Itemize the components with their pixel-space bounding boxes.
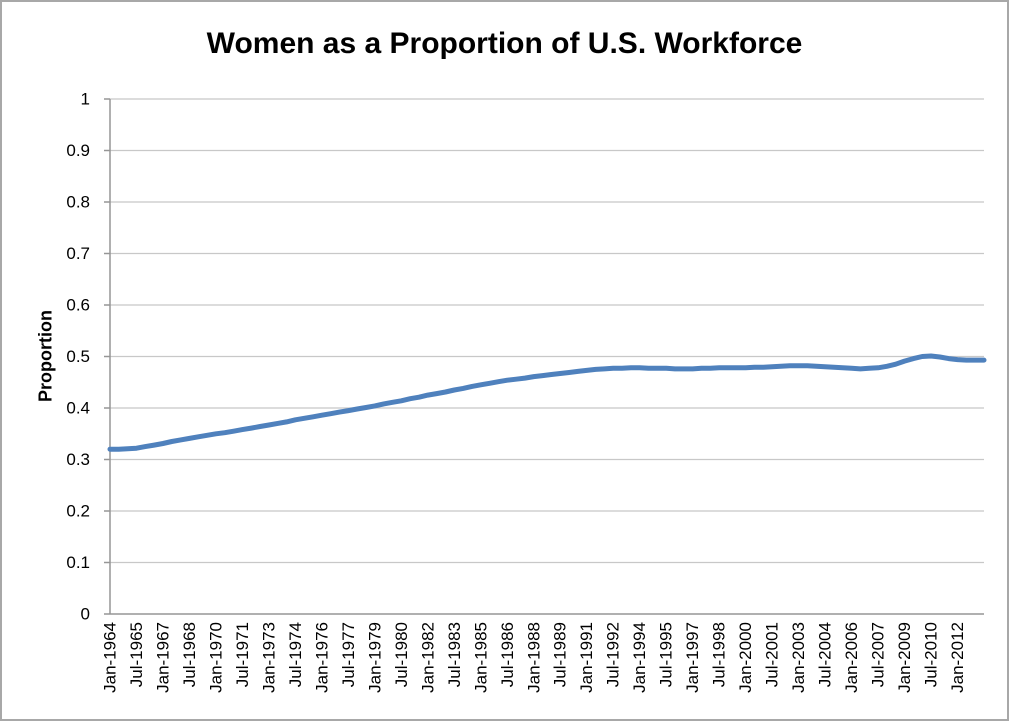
y-axis-tick-label: 0.9 <box>66 141 90 160</box>
x-axis-tick-label-group: Jul-1998 <box>710 622 729 687</box>
x-axis-tick-label: Jul-1995 <box>657 622 676 687</box>
x-axis-tick-label-group: Jan-1979 <box>365 622 384 693</box>
x-axis-tick-label: Jul-1971 <box>233 622 252 687</box>
y-axis-tick-label: 0.2 <box>66 502 90 521</box>
x-axis-tick-label: Jan-1994 <box>630 622 649 693</box>
x-axis-tick-label-group: Jan-2012 <box>948 622 967 693</box>
x-axis-tick-label-group: Jan-2000 <box>736 622 755 693</box>
x-axis-tick-label: Jan-2003 <box>789 622 808 693</box>
x-axis-tick-label-group: Jan-1973 <box>259 622 278 693</box>
chart-title: Women as a Proportion of U.S. Workforce <box>206 27 803 60</box>
x-axis-tick-label-group: Jan-1997 <box>683 622 702 693</box>
x-axis-tick-label-group: Jan-2003 <box>789 622 808 693</box>
series-line <box>107 353 987 452</box>
x-axis-tick-label-group: Jul-1971 <box>233 622 252 687</box>
x-axis-tick-label-group: Jul-2004 <box>816 622 835 687</box>
x-axis-tick-label: Jul-2004 <box>816 622 835 687</box>
x-axis-tick-label: Jan-2012 <box>948 622 967 693</box>
x-axis-tick-label-group: Jul-2007 <box>869 622 888 687</box>
x-axis-tick-label: Jul-1983 <box>445 622 464 687</box>
x-axis-tick-label-group: Jul-1968 <box>180 622 199 687</box>
x-axis-tick-label: Jul-1980 <box>392 622 411 687</box>
x-axis-tick-label: Jan-2009 <box>895 622 914 693</box>
x-axis-tick-label-group: Jul-2001 <box>763 622 782 687</box>
x-axis-tick-label: Jan-1970 <box>206 622 225 693</box>
x-axis-tick-label: Jan-1976 <box>312 622 331 693</box>
x-axis-tick-label: Jul-1998 <box>710 622 729 687</box>
x-axis-tick-label: Jul-1974 <box>286 622 305 687</box>
x-axis-tick-label-group: Jul-2010 <box>922 622 941 687</box>
x-axis-tick-label-group: Jan-1982 <box>418 622 437 693</box>
x-axis-tick-label: Jan-1973 <box>259 622 278 693</box>
x-axis-tick-label: Jan-2006 <box>842 622 861 693</box>
x-axis-tick-label-group: Jul-1965 <box>127 622 146 687</box>
x-axis-tick-label-group: Jul-1974 <box>286 622 305 687</box>
y-axis-tick-label: 0.4 <box>66 399 90 418</box>
x-axis-tick-label: Jul-1992 <box>604 622 623 687</box>
x-axis-tick-label-group: Jan-2009 <box>895 622 914 693</box>
x-axis-tick-label-group: Jul-1983 <box>445 622 464 687</box>
x-axis-tick-label-group: Jan-1967 <box>153 622 172 693</box>
y-axis-tick-label: 0.1 <box>66 553 90 572</box>
x-axis-tick-label-group: Jul-1989 <box>551 622 570 687</box>
x-axis-tick-label: Jan-2000 <box>736 622 755 693</box>
x-axis-tick-label: Jan-1985 <box>471 622 490 693</box>
x-axis-tick-label-group: Jan-1994 <box>630 622 649 693</box>
y-axis-tick-label: 1 <box>81 90 90 109</box>
x-axis-tick-label-group: Jul-1980 <box>392 622 411 687</box>
x-axis-tick-label: Jan-1991 <box>577 622 596 693</box>
x-axis-tick-label-group: Jan-1970 <box>206 622 225 693</box>
x-axis-tick-label-group: Jul-1995 <box>657 622 676 687</box>
x-axis-tick-label-group: Jan-1964 <box>101 622 120 693</box>
x-axis-tick-label: Jan-1988 <box>524 622 543 693</box>
x-axis-tick-label-group: Jul-1977 <box>339 622 358 687</box>
y-axis-tick-label: 0.8 <box>66 193 90 212</box>
y-axis-tick-label: 0.7 <box>66 244 90 263</box>
x-axis-tick-label: Jul-1965 <box>127 622 146 687</box>
y-axis-tick-label: 0.3 <box>66 450 90 469</box>
x-axis-tick-label: Jan-1967 <box>153 622 172 693</box>
x-axis-tick-label: Jan-1964 <box>101 622 120 693</box>
y-axis-tick-label: 0.5 <box>66 347 90 366</box>
x-axis-tick-label: Jan-1997 <box>683 622 702 693</box>
x-axis-tick-label: Jul-1986 <box>498 622 517 687</box>
x-axis-tick-label-group: Jan-1985 <box>471 622 490 693</box>
y-axis-tick-label: 0.6 <box>66 296 90 315</box>
y-axis-tick-label: 0 <box>81 605 90 624</box>
x-axis-tick-label: Jul-1989 <box>551 622 570 687</box>
x-axis-tick-label-group: Jan-2006 <box>842 622 861 693</box>
x-axis-tick-label: Jul-2007 <box>869 622 888 687</box>
x-axis-tick-label-group: Jan-1991 <box>577 622 596 693</box>
x-axis-tick-label: Jul-1977 <box>339 622 358 687</box>
x-axis-tick-label: Jul-1968 <box>180 622 199 687</box>
x-axis-tick-label: Jul-2010 <box>922 622 941 687</box>
x-axis-tick-label-group: Jul-1986 <box>498 622 517 687</box>
x-axis-tick-label: Jul-2001 <box>763 622 782 687</box>
x-axis-tick-label: Jan-1979 <box>365 622 384 693</box>
x-axis-tick-label-group: Jan-1976 <box>312 622 331 693</box>
x-axis-tick-label-group: Jan-1988 <box>524 622 543 693</box>
x-axis-tick-label: Jan-1982 <box>418 622 437 693</box>
x-axis-tick-label-group: Jul-1992 <box>604 622 623 687</box>
